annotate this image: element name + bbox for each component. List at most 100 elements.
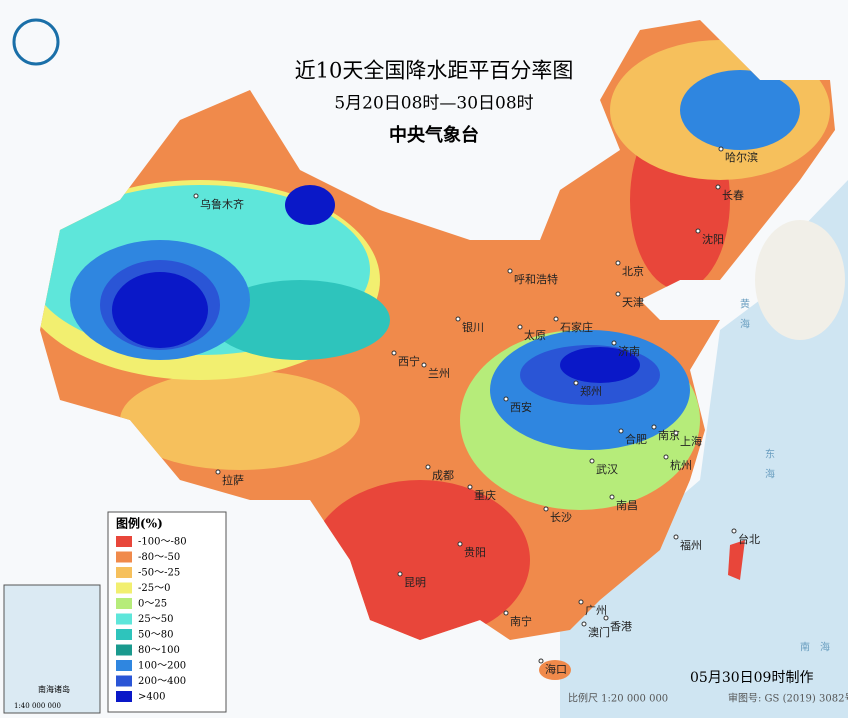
legend-swatch [116,567,132,578]
sea-label: 海 [740,318,750,331]
city-dot [215,469,221,475]
approval: 审图号: GS (2019) 3082号 [728,692,848,705]
legend-label: 80～100 [138,645,180,656]
city-label: 哈尔滨 [725,150,758,164]
legend-swatch [116,691,132,702]
city-label: 海口 [545,662,567,676]
city-dot [578,599,584,605]
legend-label: >400 [138,692,165,703]
city-label: 呼和浩特 [514,272,558,286]
city-label: 澳门 [588,625,610,639]
legend-swatch [116,582,132,594]
city-label: 太原 [524,329,546,342]
agency: 中央气象台 [389,124,479,146]
city-dot [581,621,587,627]
city-dot [615,291,621,297]
made-time: 05月30日09时制作 [690,670,813,686]
field [210,280,390,360]
city-dot [609,494,615,500]
field [680,70,800,150]
city-label: 昆明 [404,576,426,589]
legend-label: 25～50 [138,614,173,625]
title: 近10天全国降水距平百分率图 [295,59,574,83]
city-label: 北京 [622,264,644,278]
city-label: 长沙 [550,511,572,524]
inset-title: 南海诸岛 [38,684,70,694]
city-dot [467,484,473,490]
legend-label: 50～80 [138,630,173,641]
legend-title: 图例(%) [116,516,163,531]
city-label: 银川 [462,320,484,334]
city-label: 武汉 [596,463,618,476]
legend-label: 200～400 [138,676,186,687]
city-label: 福州 [680,538,702,552]
subtitle: 5月20日08时—30日08时 [334,94,533,114]
city-dot [391,350,397,356]
city-dot [573,380,579,386]
legend-swatch [116,613,132,625]
legend-label: 0～25 [138,599,167,610]
city-label: 乌鲁木齐 [200,197,244,211]
city-label: 上海 [680,434,702,448]
inset-box [3,584,101,714]
field [285,185,335,225]
legend: -100～-80 -80～-50 -50～-25 -25～0 0～25 25～50 50～8… [116,536,187,703]
legend-swatch [116,629,132,640]
city-label: 贵阳 [464,546,486,559]
city-dot [615,260,621,266]
city-label: 郑州 [580,384,602,398]
sea-label: 东 [765,448,775,461]
city-dot [538,658,544,664]
city-dot [553,316,559,322]
legend-swatch [116,598,132,609]
legend-label: -50～-25 [138,568,180,579]
city-label: 西宁 [398,354,420,368]
legend-swatch [116,660,132,671]
city-dot [457,541,463,547]
city-dot [517,324,523,330]
legend-label: -80～-50 [138,552,180,563]
city-label: 济南 [618,344,640,358]
sea-label: 南 [800,641,810,654]
city-label: 南昌 [616,499,638,512]
field [120,370,360,470]
field [560,347,640,383]
legend-swatch [116,536,132,547]
sea-label: 海 [765,468,775,481]
logo [12,18,60,66]
legend-label: -25～0 [138,583,170,594]
city-dot [618,428,624,434]
city-label: 西安 [510,400,532,414]
city-dot [421,362,427,368]
city-dot [455,316,461,322]
city-dot [503,610,509,616]
sea-label: 海 [820,641,830,654]
city-label: 重庆 [474,488,496,502]
city-label: 南宁 [510,614,532,628]
sea-labels: 黄海东海南海 [740,298,830,654]
korea [755,220,845,340]
legend-swatch [116,644,132,656]
hainan [539,660,571,680]
city-dot [718,146,724,152]
city-label: 合肥 [625,432,647,446]
inset-scale: 1:40 000 000 [14,702,61,710]
city-dot [503,396,509,402]
legend-label: 100～200 [138,661,186,672]
legend-swatch [116,551,132,563]
city-dot [673,534,679,540]
scale: 比例尺 1:20 000 000 [568,692,668,705]
city-dot [673,430,679,436]
city-label: 长春 [722,189,744,202]
city-label: 成都 [432,469,454,482]
city-dot [715,184,721,190]
city-dot [651,424,657,430]
city-dot [543,506,549,512]
city-label: 杭州 [670,458,692,472]
city-dot [193,193,199,199]
field [112,272,208,348]
city-dot [603,615,609,621]
city-label: 天津 [622,296,644,309]
city-dot [611,340,617,346]
